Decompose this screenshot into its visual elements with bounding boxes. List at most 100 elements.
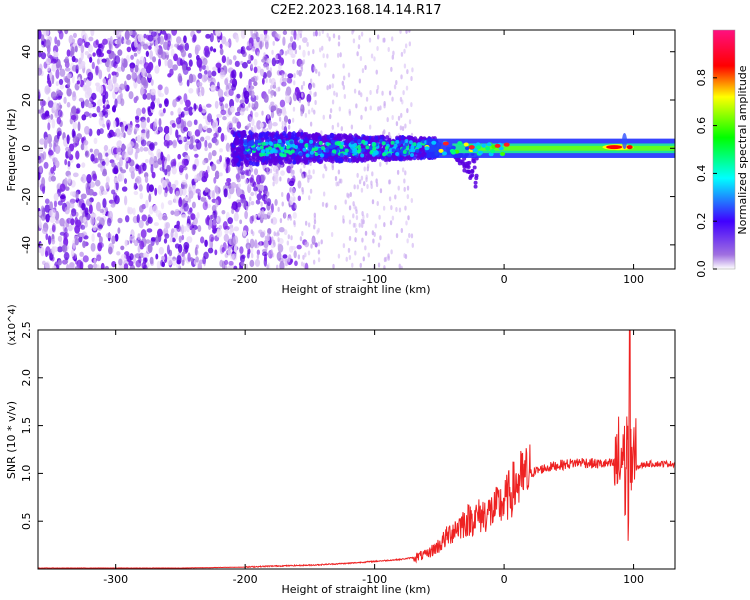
- spectrogram-cell: [117, 37, 122, 47]
- spectrogram-cell: [166, 33, 173, 44]
- spectrogram-cell: [150, 101, 156, 110]
- spectrogram-cell: [230, 182, 237, 189]
- spectrogram-cell: [395, 80, 398, 86]
- spectrogram-cell: [271, 252, 275, 258]
- spectrogram-cell: [402, 150, 407, 155]
- spectrogram-cell: [185, 223, 191, 233]
- spectrogram-cell: [325, 202, 329, 208]
- spectrogram-cell: [253, 168, 259, 176]
- spectrogram-cell: [314, 142, 319, 147]
- spectrogram-cell: [114, 195, 120, 205]
- spectrogram-cell: [366, 212, 369, 218]
- spectrogram-cell: [275, 168, 279, 174]
- spectrogram-cell: [383, 101, 386, 107]
- spectrogram-cell: [102, 38, 108, 45]
- spectrogram-cell: [167, 200, 173, 206]
- spectrogram-cell: [186, 66, 191, 71]
- spectrogram-cell: [200, 236, 205, 244]
- spectrogram-cell: [242, 230, 247, 237]
- spectrogram-cell: [47, 118, 52, 124]
- spectrogram-cell: [237, 183, 242, 188]
- spectrogram-cell: [82, 84, 88, 92]
- spectrogram-cell: [348, 219, 352, 225]
- spectrogram-cell: [90, 153, 95, 162]
- spectrogram-cell: [399, 96, 403, 102]
- spectrogram-cell: [88, 204, 93, 215]
- spectrogram-cell: [216, 81, 220, 90]
- spectrogram-cell: [201, 105, 207, 114]
- spectrogram-cell: [289, 140, 294, 145]
- spectrogram-cell: [376, 200, 379, 206]
- spectrogram-cell: [345, 138, 350, 144]
- spectrogram-cell: [137, 34, 144, 43]
- spectrogram-cell: [190, 213, 196, 220]
- spectrogram-cell: [330, 139, 335, 144]
- spectrogram-cell: [191, 201, 196, 209]
- spectrogram-cell: [293, 80, 296, 86]
- spectrogram-cell: [371, 152, 376, 157]
- spectrogram-cell: [300, 104, 303, 110]
- spectrogram-cell: [436, 142, 442, 147]
- spectrogram-cell: [239, 71, 243, 79]
- spectrogram-cell: [175, 129, 179, 139]
- spectrogram-cell: [205, 33, 211, 39]
- spectrogram-cell: [231, 69, 237, 80]
- y-tick-label: 20: [20, 93, 33, 107]
- spectrogram-cell: [57, 200, 63, 206]
- spectrogram-cell: [283, 149, 288, 154]
- spectrogram-cell: [412, 142, 417, 147]
- spectrogram-cell: [222, 115, 227, 121]
- spectrogram-cell: [245, 205, 249, 211]
- spectrogram-cell: [326, 32, 329, 38]
- spectrogram-cell: [74, 225, 81, 234]
- spectrogram-cell: [307, 101, 310, 107]
- spectrogram-cell: [163, 139, 169, 147]
- spectrogram-cell: [408, 233, 411, 239]
- spectrogram-cell: [44, 85, 51, 95]
- spectrogram-cell: [263, 36, 267, 42]
- spectrogram-cell: [120, 245, 125, 251]
- spectrogram-cell: [300, 261, 304, 267]
- spectrogram-cell: [344, 148, 349, 153]
- spectrogram-peak: [622, 133, 628, 150]
- spectrogram-cell: [110, 203, 116, 208]
- spectrogram-cell: [111, 260, 117, 268]
- spectrogram-cell: [312, 158, 317, 164]
- spectrogram-cell: [42, 30, 47, 36]
- spectrogram-cell: [403, 186, 406, 192]
- spectrogram-cell: [121, 144, 127, 151]
- spectrogram-cell: [70, 106, 77, 114]
- spectrogram-cell: [137, 245, 141, 253]
- spectrogram-cell: [293, 220, 296, 226]
- spectrogram-cell: [251, 102, 254, 108]
- spectrogram-cell: [158, 118, 162, 127]
- spectrogram-cell: [256, 193, 263, 200]
- spectrogram-cell: [181, 179, 188, 185]
- spectrogram-cell: [270, 110, 275, 119]
- spectrogram-cell: [52, 102, 58, 112]
- spectrogram-cell: [170, 110, 174, 116]
- spectrogram-cell: [145, 199, 149, 208]
- spectrogram-cell: [119, 167, 123, 172]
- spectrogram-cell: [50, 91, 57, 99]
- spectrogram-cell: [396, 169, 400, 175]
- spectrogram-cell: [337, 41, 341, 47]
- spectrogram-cell: [133, 239, 139, 247]
- spectrogram-cell: [438, 148, 444, 153]
- spectrogram-cell: [305, 153, 310, 158]
- spectrogram-cell: [399, 156, 404, 162]
- spectrogram-cell: [145, 159, 149, 164]
- snr-x-ticks: -300 -200 -100 0 100: [103, 330, 644, 586]
- spectrogram-y-ticks: -40 -20 0 20 40: [20, 45, 675, 254]
- spectrogram-cell: [138, 219, 144, 229]
- spectrogram-cell: [66, 49, 71, 57]
- spectrogram-cell: [66, 88, 72, 97]
- spectrogram-cell: [274, 174, 279, 185]
- spectrogram-cell: [279, 146, 284, 151]
- spectrogram-cell: [375, 182, 379, 188]
- spectrogram-cell: [300, 63, 303, 69]
- spectrogram-cell: [187, 197, 192, 203]
- spectrogram-cell: [87, 71, 94, 81]
- spectrogram-cell: [342, 84, 346, 90]
- spectrogram-cell: [318, 141, 323, 146]
